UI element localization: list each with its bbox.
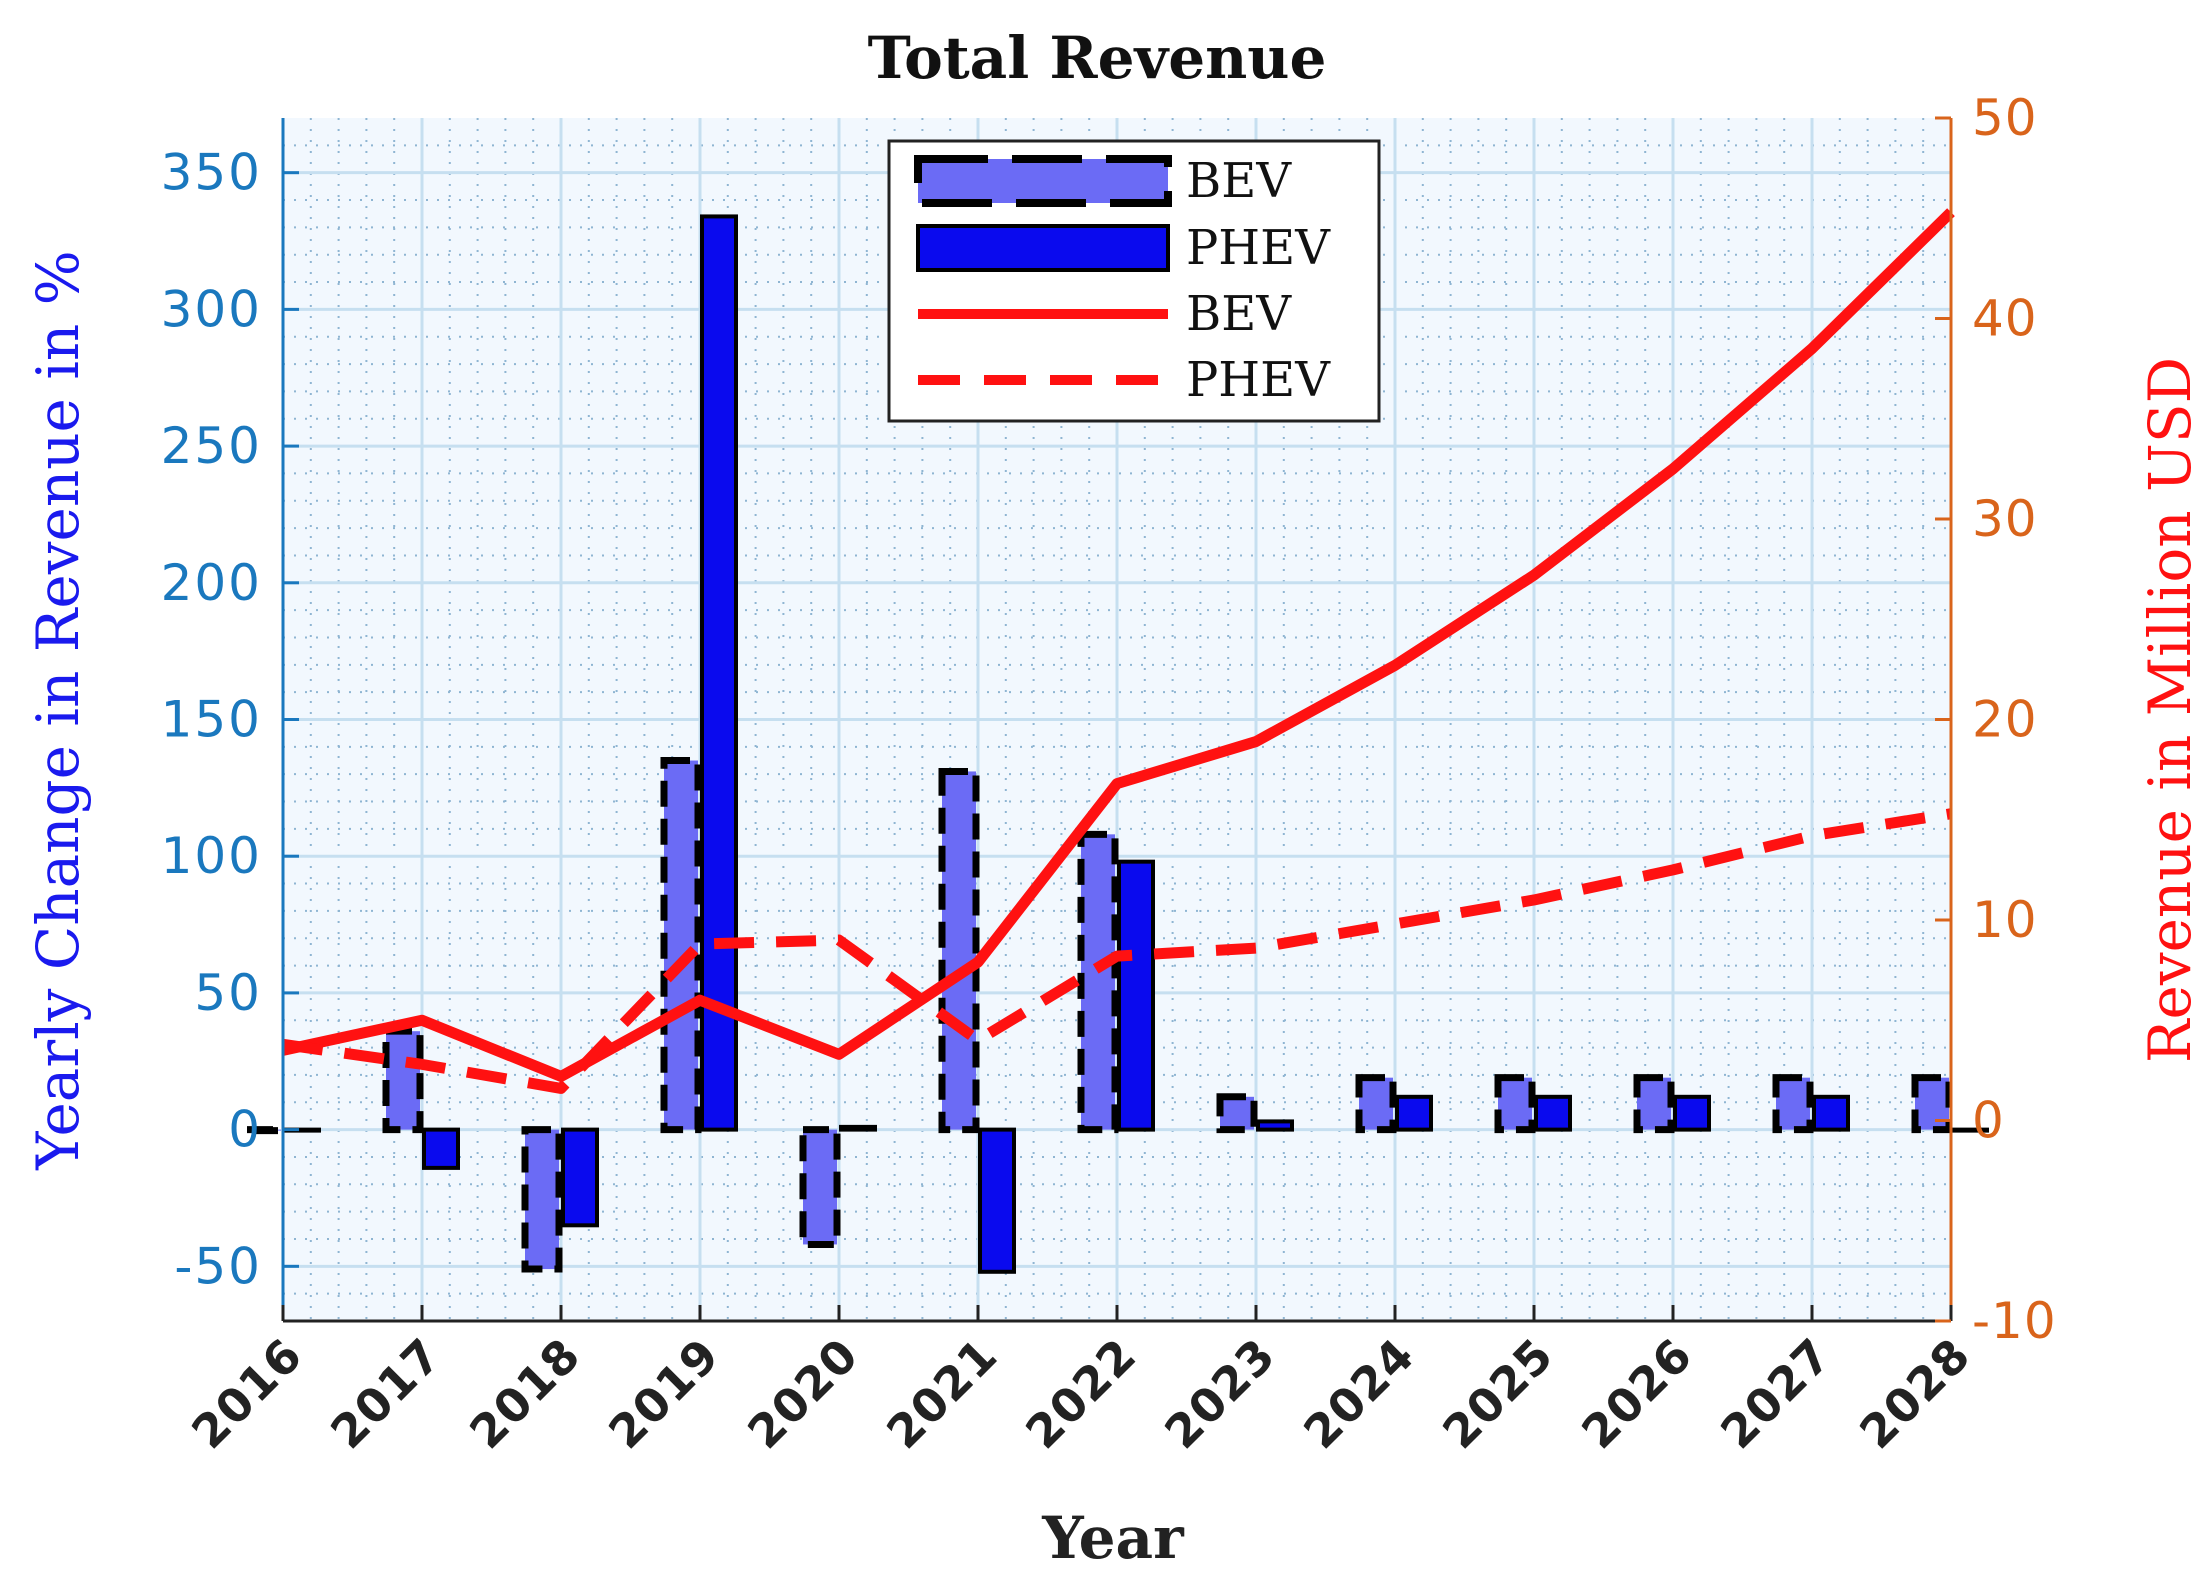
x-axis-label: Year [1041,1504,1185,1572]
legend-swatch-phev-bar [916,224,1170,272]
bar-phev-2024 [1395,1094,1433,1132]
x-tick-label: 2021 [876,1328,1008,1460]
y-left-tick-label: 350 [161,144,262,202]
y-left-tick-label: 250 [161,417,262,475]
bar-bev-2023 [1216,1093,1258,1134]
x-tick-label: 2018 [459,1328,591,1460]
bar-bev-2019 [660,757,702,1134]
x-tick-label: 2016 [181,1328,313,1460]
bar-bev-2024 [1355,1074,1397,1134]
chart-title: Total Revenue [868,24,1327,92]
y-right-tick-label: 50 [1972,89,2038,147]
bar-bev-2018 [521,1126,563,1273]
line-phev [282,808,1952,1094]
legend-label: BEV [1186,286,1292,342]
y-right-tick-label: 10 [1972,891,2038,949]
x-tick-label: 2022 [1015,1328,1147,1460]
bar-bev-2016 [243,1126,285,1135]
bar-phev-2021 [978,1127,1016,1274]
bar-bev-2017 [382,1027,424,1134]
bar-phev-2020 [839,1124,877,1132]
y-right-tick-label: 20 [1972,691,2038,749]
bar-bev-2025 [1494,1074,1536,1134]
y-left-tick-label: 300 [161,280,262,338]
bar-phev-2026 [1673,1094,1711,1132]
x-tick-label: 2019 [598,1328,730,1460]
y-right-tick-label: 30 [1972,490,2038,548]
bar-bev-2021 [938,767,980,1134]
x-tick-label: 2017 [320,1328,452,1460]
legend-swatch-bev-bar [914,155,1172,207]
legend-label: PHEV [1186,352,1331,408]
y-left-tick-label: 150 [161,691,262,749]
bars [243,214,1989,1274]
y-left-tick-label: 200 [161,554,262,612]
axes [281,116,1953,1323]
y-axis-label-left: Yearly Change in Revenue in % [24,250,92,1171]
bar-phev-2017 [422,1127,460,1170]
bar-phev-2028 [1951,1127,1989,1133]
bar-phev-2023 [1256,1119,1294,1132]
legend-label: PHEV [1186,220,1331,276]
x-tick-label: 2024 [1293,1328,1425,1460]
bar-bev-2020 [799,1126,841,1248]
legend-label: BEV [1186,153,1292,209]
y-left-tick-label: 50 [194,964,262,1022]
y-left-tick-label: 0 [228,1101,262,1159]
bar-phev-2027 [1812,1094,1850,1132]
x-tick-label: 2023 [1154,1328,1286,1460]
bar-bev-2027 [1772,1074,1814,1134]
bar-phev-2025 [1534,1094,1572,1132]
legend: BEV PHEV BEV PHEV [887,139,1381,423]
bar-bev-2022 [1077,830,1119,1134]
line-bev [281,208,1955,1082]
bar-phev-2019 [700,214,738,1132]
y-left-tick-label: 100 [161,827,262,885]
bar-phev-2018 [561,1127,599,1228]
bar-phev-2022 [1117,859,1155,1132]
x-tick-label: 2025 [1432,1328,1564,1460]
x-tick-label: 2020 [737,1328,869,1460]
y-left-tick-label: -50 [174,1237,262,1295]
y-right-tick-label: 0 [1972,1092,2005,1150]
y-axis-label-right: Revenue in Million USD [2136,357,2201,1063]
y-right-tick-label: -10 [1972,1292,2057,1350]
x-tick-label: 2027 [1710,1328,1842,1460]
x-tick-label: 2028 [1849,1328,1981,1460]
y-right-tick-label: 40 [1972,290,2038,348]
lines [281,208,1955,1094]
bar-bev-2026 [1633,1074,1675,1134]
x-tick-label: 2026 [1571,1328,1703,1460]
